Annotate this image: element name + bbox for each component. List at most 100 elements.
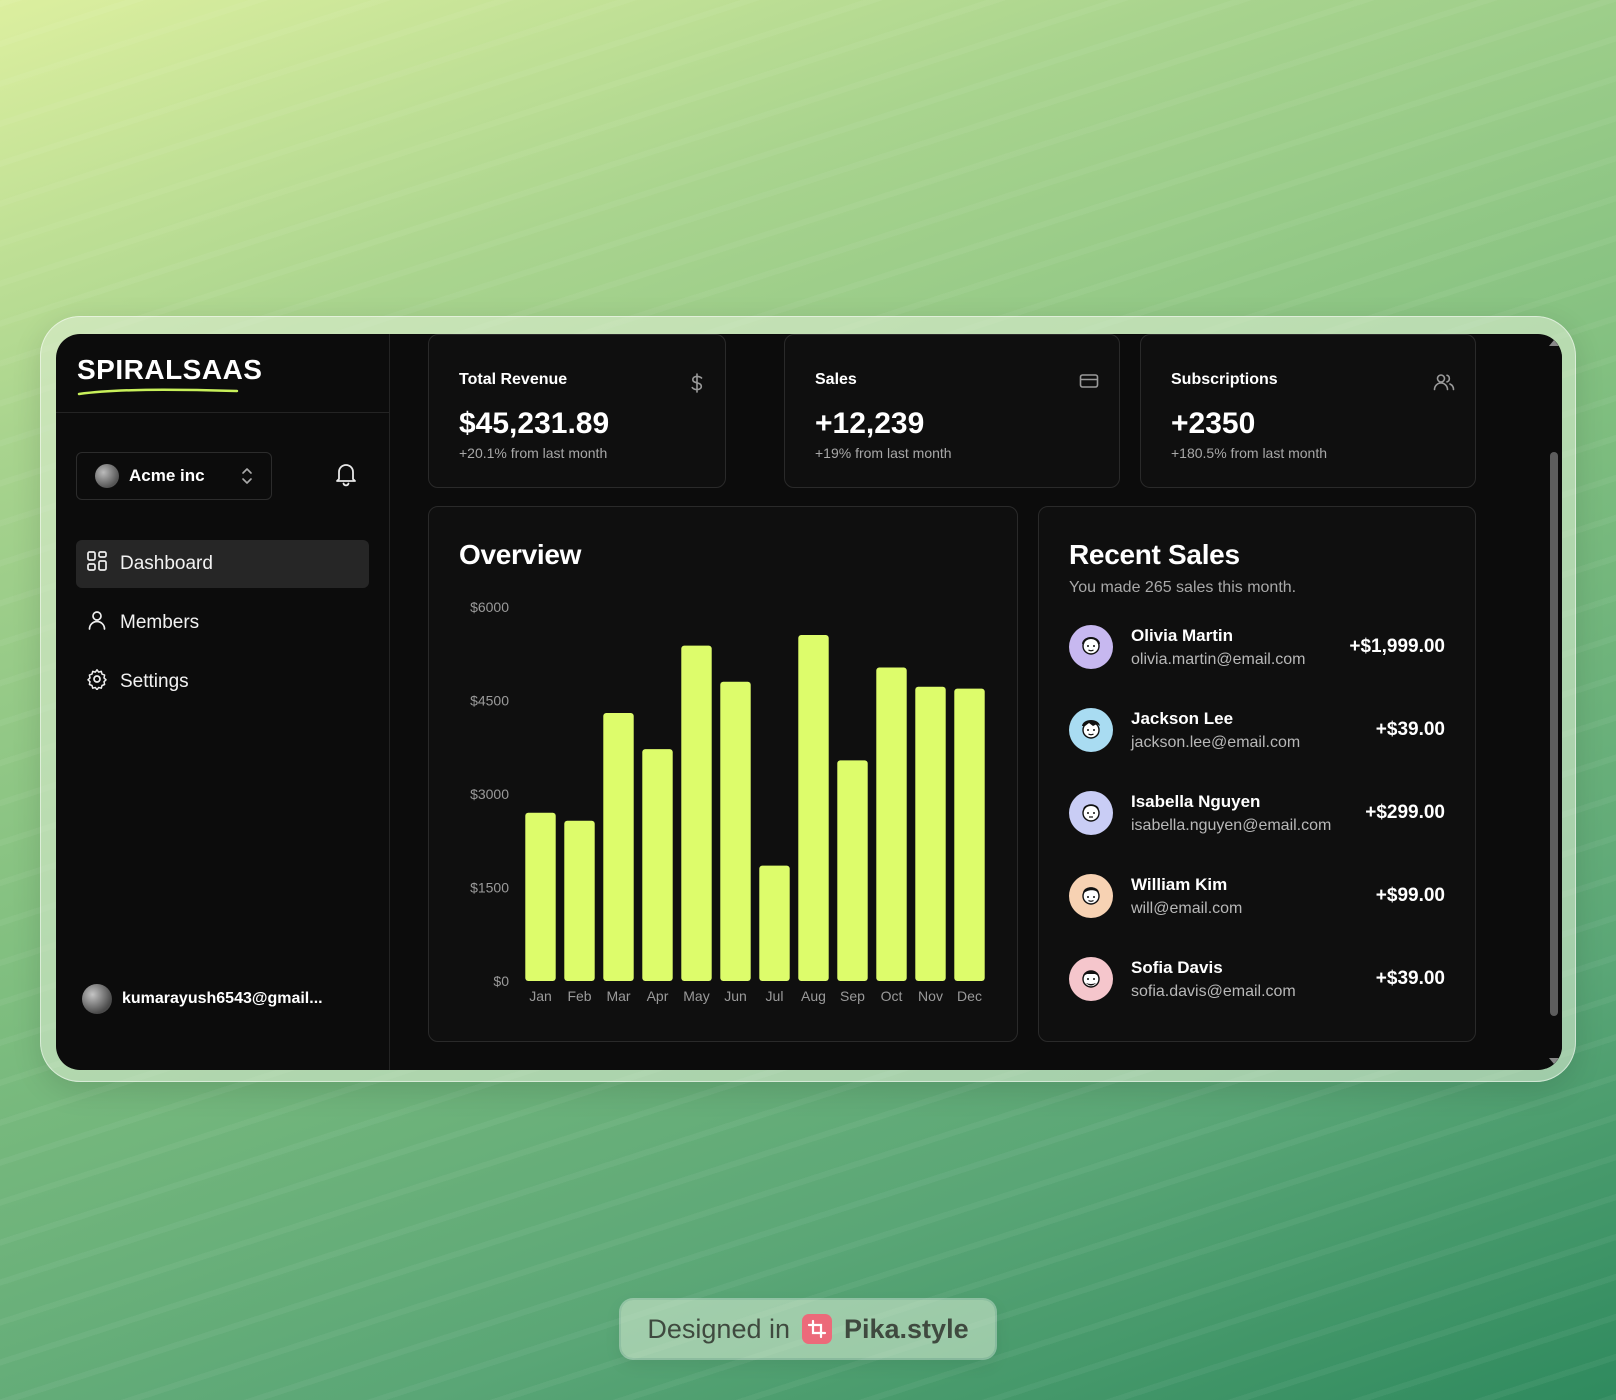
sale-email: isabella.nguyen@email.com [1131,816,1332,834]
sidebar-item-members[interactable]: Members [76,599,369,647]
avatar [1069,957,1113,1001]
app-window: SPIRALSAAS Acme inc Dashboar [56,334,1562,1070]
stat-card-sales: Sales +12,239 +19% from last month [784,334,1120,488]
stat-value: +12,239 [815,407,925,440]
sale-name: Jackson Lee [1131,708,1234,728]
recent-sales-subtitle: You made 265 sales this month. [1069,579,1297,596]
recent-sales-card: Recent Sales You made 265 sales this mon… [1038,506,1476,1042]
stat-change: +180.5% from last month [1171,445,1328,461]
sidebar-item-dashboard[interactable]: Dashboard [76,540,369,588]
stat-card-subscriptions: Subscriptions +2350 +180.5% from last mo… [1140,334,1476,488]
scroll-thumb[interactable] [1550,452,1558,1016]
scroll-down-arrow-icon[interactable] [1549,1058,1559,1064]
chart-bar-mar[interactable] [603,712,634,981]
gear-icon [86,668,108,696]
designed-in-badge[interactable]: Designed in Pika.style [621,1300,995,1358]
list-item[interactable]: Jackson Lee jackson.lee@email.com +$39.0… [1069,702,1445,758]
main-content: Total Revenue $45,231.89 +20.1% from las… [390,334,1562,1070]
y-tick-label: $6000 [470,599,509,615]
stat-value: +2350 [1171,407,1256,440]
chart-bar-may[interactable] [681,645,712,981]
sale-email: jackson.lee@email.com [1131,733,1301,751]
user-menu[interactable]: kumarayush6543@gmail... [82,984,323,1014]
x-tick-label: Aug [801,988,826,1004]
x-tick-label: Dec [957,988,982,1004]
bell-icon[interactable] [334,461,358,492]
chart-bar-nov[interactable] [915,686,946,981]
sidebar-item-label: Settings [120,671,189,692]
x-tick-label: Apr [647,988,669,1004]
stat-title: Subscriptions [1171,371,1278,388]
sale-amount: +$39.00 [1375,719,1445,740]
stat-title: Total Revenue [459,371,568,388]
sidebar-item-label: Members [120,612,200,633]
sale-name: William Kim [1131,874,1228,894]
sidebar-nav: Dashboard Members Settings [56,500,389,706]
sale-email: will@email.com [1131,899,1243,917]
avatar [1069,791,1113,835]
chart-bar-aug[interactable] [798,635,829,981]
avatar [1069,874,1113,918]
x-tick-label: Jan [529,988,552,1004]
stat-change: +19% from last month [815,445,952,461]
sale-amount: +$1,999.00 [1349,636,1445,657]
avatar [1069,625,1113,669]
brand: SPIRALSAAS [56,334,389,413]
sale-email: olivia.martin@email.com [1131,650,1306,668]
dollar-icon [689,373,705,398]
chart-bar-oct[interactable] [876,667,907,981]
sidebar-item-settings[interactable]: Settings [76,658,369,706]
x-tick-label: Feb [567,988,591,1004]
avatar [82,984,112,1014]
chart-bar-feb[interactable] [564,820,595,981]
y-tick-label: $1500 [470,880,509,896]
workspace-name: Acme inc [129,466,205,485]
x-tick-label: Sep [840,988,865,1004]
sale-amount: +$39.00 [1375,968,1445,989]
x-tick-label: Jun [724,988,747,1004]
list-item[interactable]: Olivia Martin olivia.martin@email.com +$… [1069,619,1445,675]
vertical-scrollbar[interactable] [1546,334,1562,1070]
chart-bar-jun[interactable] [720,681,751,981]
x-tick-label: Oct [881,988,903,1004]
overview-bar-chart: $6000 $4500 $3000 $1500 $0 Jan Feb Mar Apr May Jun… [470,599,985,1004]
stat-card-total-revenue: Total Revenue $45,231.89 +20.1% from las… [428,334,726,488]
brand-logo[interactable]: SPIRALSAAS [77,354,263,385]
chevrons-up-down-icon [241,467,253,485]
user-icon [86,609,108,637]
workspace-select[interactable]: Acme inc [76,452,272,500]
sale-name: Sofia Davis [1131,957,1223,977]
sale-amount: +$299.00 [1365,802,1445,823]
list-item[interactable]: Sofia Davis sofia.davis@email.com +$39.0… [1069,951,1445,1007]
workspace-row: Acme inc [56,413,389,500]
credit-card-icon [1079,373,1099,394]
chart-bar-sep[interactable] [837,760,868,981]
pika-logo-icon [802,1314,832,1344]
y-tick-label: $3000 [470,786,509,802]
user-email: kumarayush6543@gmail... [122,990,323,1007]
grid-icon [86,550,108,578]
recent-sales-title: Recent Sales [1069,539,1240,570]
scroll-up-arrow-icon[interactable] [1549,340,1559,346]
chart-bar-jan[interactable] [525,812,556,981]
users-icon [1433,373,1455,396]
list-item[interactable]: Isabella Nguyen isabella.nguyen@email.co… [1069,785,1445,841]
chart-bar-apr[interactable] [642,749,673,981]
sidebar: SPIRALSAAS Acme inc Dashboar [56,334,390,1070]
workspace-avatar [95,464,119,488]
chart-bar-jul[interactable] [759,865,790,981]
brand-underline [77,388,239,396]
y-tick-label: $0 [493,973,509,989]
sale-email: sofia.davis@email.com [1131,982,1296,1000]
sidebar-item-label: Dashboard [120,553,213,574]
x-tick-label: Nov [918,988,943,1004]
x-tick-label: Mar [606,988,630,1004]
list-item[interactable]: William Kim will@email.com +$99.00 [1069,868,1445,924]
sale-amount: +$99.00 [1375,885,1445,906]
badge-brand: Pika.style [844,1313,969,1344]
sale-name: Isabella Nguyen [1131,791,1261,811]
chart-bar-dec[interactable] [954,688,985,981]
avatar [1069,708,1113,752]
y-tick-label: $4500 [470,693,509,709]
stat-title: Sales [815,371,857,388]
